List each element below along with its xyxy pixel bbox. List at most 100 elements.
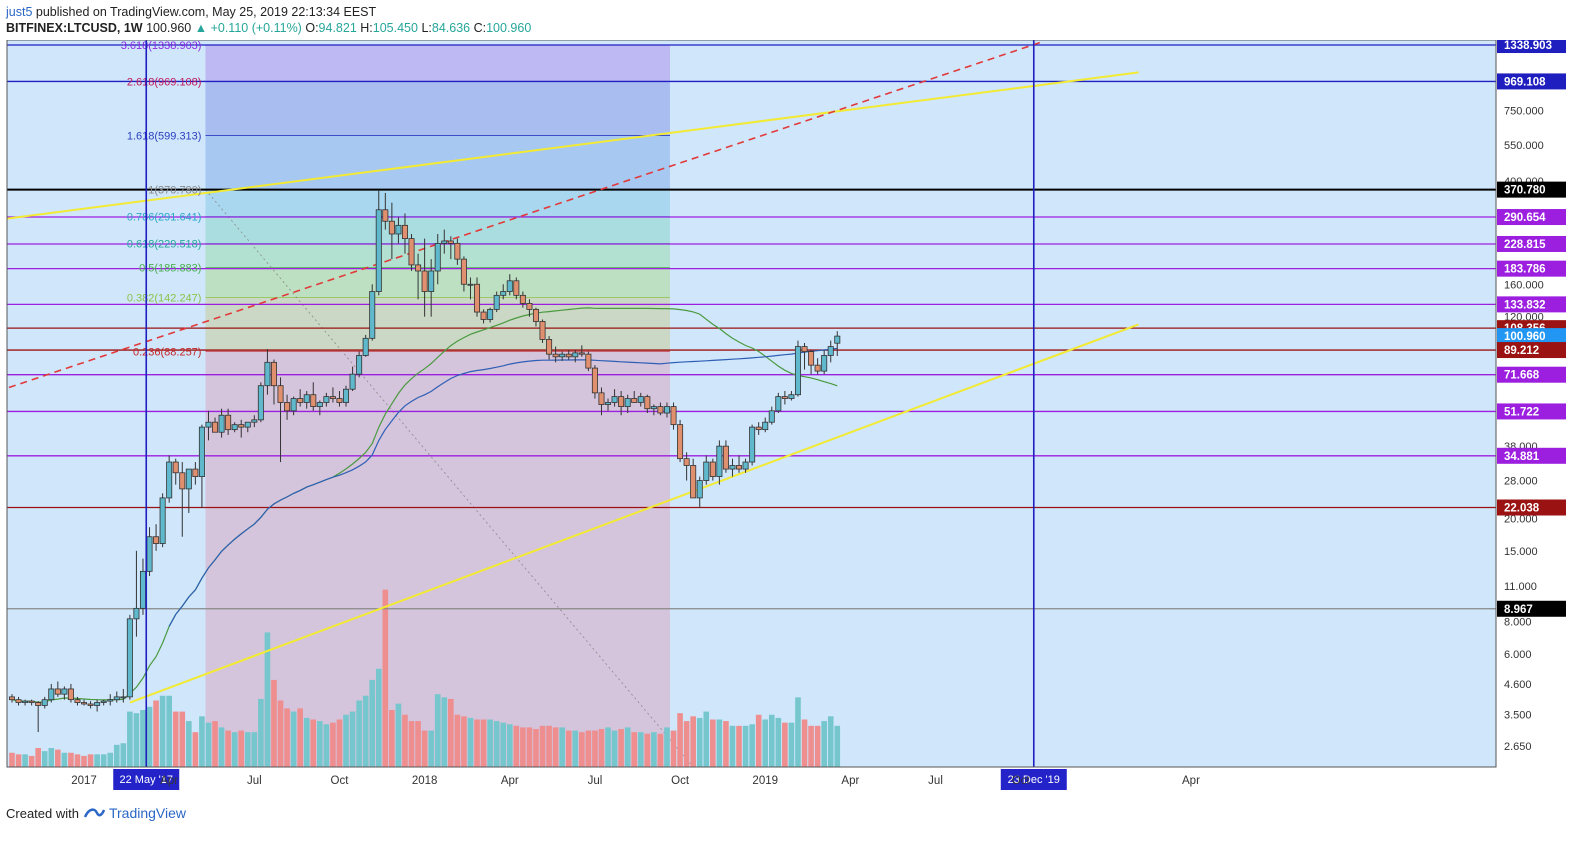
volume-bar — [349, 711, 356, 767]
volume-bar — [533, 729, 539, 767]
volume-bar — [22, 754, 28, 767]
candle — [15, 696, 22, 706]
yellow-trendline[interactable] — [0, 71, 1139, 243]
candle-body — [605, 402, 612, 405]
price-axis-badge — [1497, 73, 1566, 90]
volume-bar — [395, 703, 402, 767]
candle — [801, 342, 808, 370]
volume-bar — [330, 722, 336, 767]
ma-blue-line — [168, 347, 838, 627]
candle — [87, 701, 94, 709]
volume-bar — [546, 725, 552, 767]
candle-body — [15, 699, 22, 703]
fib-level-label: 1.618(599.313) — [127, 131, 202, 143]
candle — [605, 398, 612, 411]
candle-body — [349, 373, 356, 390]
candle — [788, 391, 795, 401]
fib-zone — [205, 189, 670, 217]
volume-bar — [297, 708, 303, 767]
candle — [198, 424, 205, 508]
x-axis-tick-label: Apr — [841, 775, 859, 787]
volume-bar — [264, 632, 271, 767]
volume-bar — [821, 721, 827, 767]
candle — [349, 366, 356, 392]
yellow-trendline[interactable] — [129, 323, 1139, 704]
candle — [663, 402, 670, 418]
candle-body — [375, 209, 382, 292]
candle — [696, 476, 703, 508]
candle — [408, 234, 415, 271]
footer: Created with TradingView — [6, 805, 186, 821]
volume-bar — [212, 721, 218, 767]
candle-body — [428, 270, 435, 292]
candle-body — [87, 703, 94, 706]
candle-body — [100, 700, 107, 703]
candle — [205, 410, 212, 441]
last-price: 100.960 — [146, 21, 192, 35]
candle — [343, 385, 350, 407]
y-axis-tick-label: 750.000 — [1504, 105, 1544, 117]
candle-body — [670, 406, 677, 426]
author-link[interactable]: just5 — [6, 5, 33, 19]
candle — [650, 404, 657, 416]
candle-body — [742, 461, 749, 470]
candle — [212, 417, 219, 433]
candle-body — [133, 607, 140, 620]
candle-body — [513, 280, 520, 296]
candle-body — [644, 396, 651, 410]
candle-body — [408, 238, 415, 266]
volume-bar — [140, 710, 146, 767]
fib-level-label: 3.618(1338.903) — [121, 40, 202, 52]
candle-body — [356, 355, 363, 375]
volume-bar — [500, 722, 507, 767]
candle — [598, 387, 605, 416]
price-axis-badge — [1497, 600, 1566, 617]
candle — [808, 350, 815, 375]
volume-bar — [303, 717, 310, 767]
candle — [493, 291, 500, 313]
volume-bar — [755, 714, 762, 767]
price-chart[interactable]: 3.618(1338.903) 2.618(969.108) 1.618(599.3… — [0, 40, 1566, 796]
candle — [729, 458, 736, 477]
candle-body — [467, 283, 474, 286]
candle-body — [677, 424, 684, 460]
fib-level-label: 0.786(291.641) — [127, 212, 202, 224]
volume-bar — [808, 725, 814, 767]
price-axis-badge — [1497, 296, 1566, 313]
candle-body — [146, 536, 153, 572]
fib-level-label: 0.382(142.247) — [127, 293, 202, 305]
low-label: L: — [421, 21, 432, 35]
y-axis-tick-label: 11.000 — [1504, 581, 1537, 593]
candle-body — [139, 570, 146, 609]
volume-bar — [133, 713, 140, 767]
candle — [48, 683, 55, 703]
fib-level-label: 0.236(88.257) — [133, 346, 202, 358]
candle-body — [126, 618, 133, 698]
candle — [231, 422, 238, 433]
low-value: 84.636 — [431, 21, 471, 35]
volume-bar — [402, 714, 408, 767]
candle — [225, 408, 232, 435]
candle-body — [67, 688, 74, 701]
volume-bar — [15, 754, 22, 767]
volume-bar — [565, 730, 572, 767]
candle-body — [788, 394, 795, 399]
volume-bar — [310, 719, 317, 767]
candle — [500, 284, 507, 300]
candle — [401, 213, 408, 254]
candle-body — [192, 468, 199, 477]
price-axis-label: 133.832 — [1504, 299, 1546, 311]
fib-zone — [205, 297, 670, 352]
tradingview-brand[interactable]: TradingView — [108, 805, 187, 821]
x-axis-tick-label: Jul — [588, 775, 603, 787]
candle — [356, 351, 363, 378]
volume-bar — [205, 722, 212, 767]
volume-bar — [421, 730, 428, 767]
candle — [284, 394, 291, 420]
candle — [362, 334, 369, 357]
volume-bar — [749, 724, 755, 767]
volume-bar — [375, 668, 382, 767]
volume-bar — [107, 752, 114, 767]
volume-bar — [415, 721, 421, 767]
y-axis-tick-label: 6.000 — [1504, 649, 1532, 661]
